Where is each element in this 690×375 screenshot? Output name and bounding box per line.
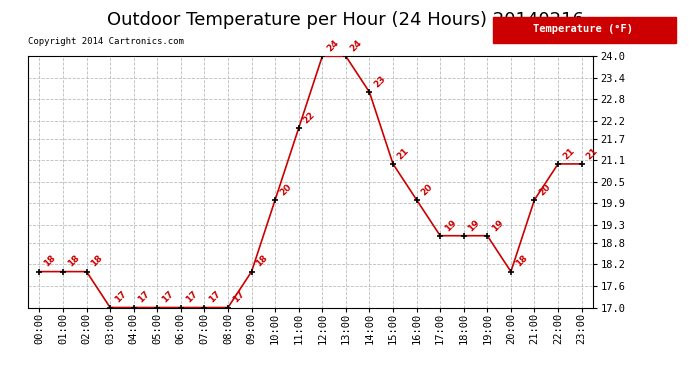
Text: 18: 18 <box>513 254 529 269</box>
Text: Outdoor Temperature per Hour (24 Hours) 20140216: Outdoor Temperature per Hour (24 Hours) … <box>106 11 584 29</box>
Text: 18: 18 <box>89 254 104 269</box>
Text: 18: 18 <box>42 254 57 269</box>
Text: Copyright 2014 Cartronics.com: Copyright 2014 Cartronics.com <box>28 38 184 46</box>
Text: 20: 20 <box>538 182 553 197</box>
Text: 22: 22 <box>302 110 317 125</box>
Text: 21: 21 <box>396 146 411 161</box>
Text: 17: 17 <box>184 290 199 305</box>
Text: 19: 19 <box>490 217 505 233</box>
Text: 19: 19 <box>466 217 482 233</box>
Text: 20: 20 <box>278 182 293 197</box>
Text: 20: 20 <box>420 182 435 197</box>
Text: 24: 24 <box>325 38 340 54</box>
Text: 17: 17 <box>113 290 128 305</box>
Text: 17: 17 <box>207 290 222 305</box>
Text: 23: 23 <box>372 74 387 89</box>
Text: Temperature (°F): Temperature (°F) <box>533 24 633 34</box>
Text: 19: 19 <box>443 217 458 233</box>
Text: 17: 17 <box>160 290 175 305</box>
Text: 21: 21 <box>561 146 576 161</box>
Text: 17: 17 <box>230 290 246 305</box>
Text: 24: 24 <box>348 38 364 54</box>
Text: 17: 17 <box>137 290 152 305</box>
Text: 18: 18 <box>255 254 270 269</box>
Text: 18: 18 <box>66 254 81 269</box>
Text: 21: 21 <box>584 146 600 161</box>
